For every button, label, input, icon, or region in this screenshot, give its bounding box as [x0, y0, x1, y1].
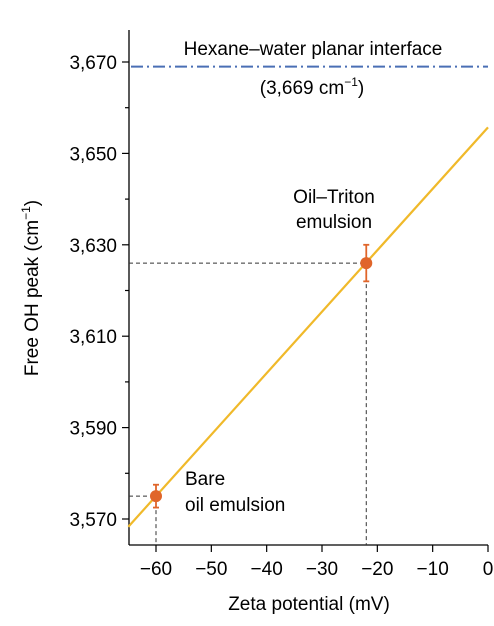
x-tick-label: −20 — [361, 559, 393, 580]
x-axis-label: Zeta potential (mV) — [228, 594, 390, 615]
y-tick-label: 3,590 — [69, 419, 117, 440]
bare-label-line2: oil emulsion — [185, 495, 285, 516]
reference-value: (3,669 cm−1) — [260, 75, 365, 99]
y-tick-label: 3,570 — [69, 510, 117, 531]
reference-value-text: (3,669 cm — [260, 78, 344, 99]
axes — [128, 30, 488, 546]
x-tick-label: −40 — [251, 559, 283, 580]
y-tick-label: 3,610 — [69, 327, 117, 348]
y-axis-label-sup: −1 — [19, 206, 33, 220]
y-axis-label-close: ) — [22, 200, 43, 206]
x-tick-label: −60 — [140, 559, 172, 580]
x-tick-label: 0 — [483, 559, 494, 580]
reference-value-close: ) — [358, 78, 364, 99]
y-tick-label: 3,650 — [69, 144, 117, 165]
y-ticks: 3,570 3,590 3,610 3,630 3,650 3,670 — [69, 53, 129, 531]
x-tick-label: −30 — [306, 559, 338, 580]
x-ticks: −60 −50 −40 −30 −20 −10 0 — [140, 545, 493, 580]
x-tick-label: −50 — [195, 559, 227, 580]
y-axis-label: Free OH peak (cm−1) — [19, 200, 43, 376]
y-tick-label: 3,630 — [69, 236, 117, 257]
reference-value-sup: −1 — [344, 75, 358, 89]
triton-label-line1: Oil–Triton — [293, 187, 375, 208]
data-points — [150, 243, 373, 509]
y-axis-label-text: Free OH peak (cm — [22, 220, 43, 376]
data-point — [360, 257, 373, 270]
x-tick-label: −10 — [417, 559, 449, 580]
reference-title: Hexane–water planar interface — [184, 39, 443, 60]
data-point — [150, 490, 162, 503]
triton-label-line2: emulsion — [296, 212, 372, 233]
y-tick-label: 3,670 — [69, 53, 117, 74]
fit-line — [127, 126, 489, 528]
bare-label-line1: Bare — [185, 469, 225, 490]
